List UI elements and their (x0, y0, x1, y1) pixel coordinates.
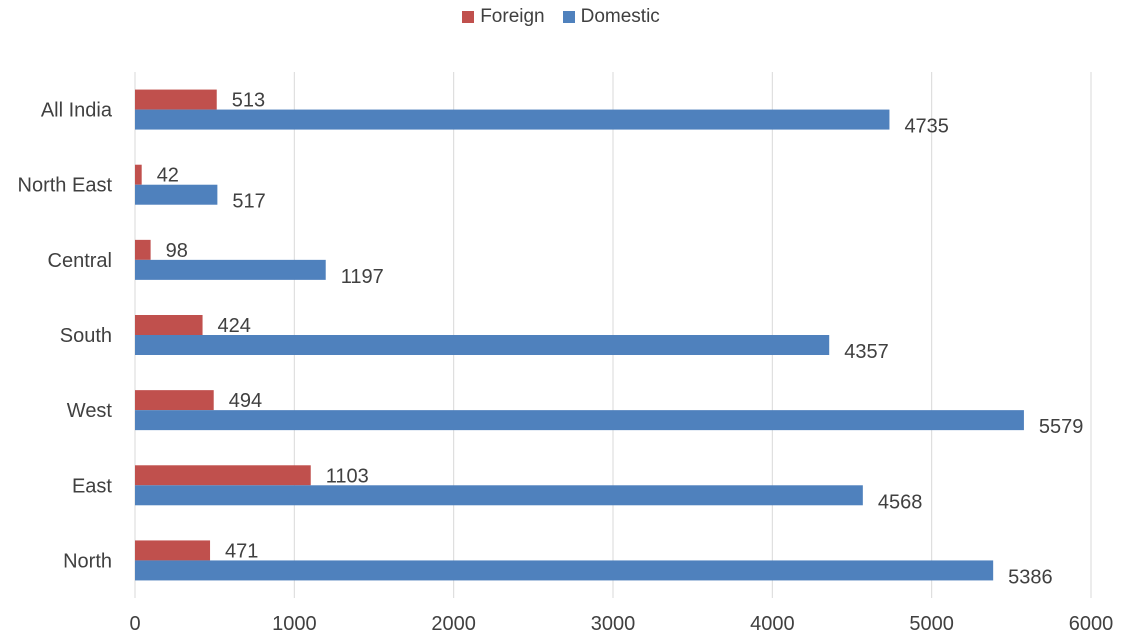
data-label-domestic: 517 (232, 191, 265, 213)
data-label-foreign: 513 (232, 90, 265, 112)
legend-label-domestic: Domestic (580, 6, 660, 27)
bar-foreign (135, 540, 211, 561)
legend-swatch-domestic (562, 11, 575, 23)
x-tick-label: 1000 (272, 613, 317, 635)
data-label-foreign: 424 (218, 315, 251, 337)
bar-domestic (135, 184, 218, 205)
legend-label-foreign: Foreign (480, 6, 545, 27)
bar-domestic (135, 335, 830, 355)
bar-foreign (135, 315, 203, 335)
data-label-foreign: 42 (157, 165, 179, 187)
category-label: East (72, 475, 112, 497)
category-label: Central (48, 250, 112, 272)
bar-domestic (135, 109, 890, 130)
data-label-domestic: 4735 (904, 116, 949, 138)
bar-foreign (135, 465, 311, 486)
bar-foreign (135, 164, 142, 185)
bars (135, 89, 1024, 581)
x-tick-label: 0 (129, 613, 140, 635)
bar-domestic (135, 485, 863, 506)
category-label: West (67, 400, 113, 422)
legend: Foreign Domestic (0, 6, 1122, 28)
category-label: North (63, 550, 112, 572)
data-label-foreign: 1103 (326, 465, 369, 487)
data-label-domestic: 1197 (341, 266, 384, 288)
x-tick-label: 6000 (1069, 613, 1114, 635)
x-tick-label: 2000 (431, 613, 476, 635)
x-tick-label: 5000 (909, 613, 954, 635)
data-label-domestic: 4357 (844, 341, 889, 363)
category-label: All India (41, 100, 113, 122)
bar-domestic (135, 410, 1024, 431)
x-tick-label: 4000 (750, 613, 795, 635)
category-label: North East (18, 175, 113, 197)
data-label-domestic: 5386 (1008, 566, 1053, 588)
data-label-foreign: 494 (229, 390, 262, 412)
legend-item-foreign: Foreign (462, 6, 545, 28)
category-labels: North East West South Central North East All I… (18, 100, 113, 573)
data-label-foreign: 98 (166, 240, 188, 262)
category-label: South (60, 325, 112, 347)
bar-foreign (135, 89, 217, 110)
bar-domestic (135, 259, 326, 280)
legend-item-domestic: Domestic (562, 6, 660, 28)
data-label-domestic: 5579 (1039, 416, 1084, 438)
x-tick-label: 3000 (591, 613, 636, 635)
legend-swatch-foreign (462, 11, 475, 23)
bar-foreign (135, 390, 214, 411)
data-labels: 471 5386 1103 4568 494 5579 424 4357 98 1197 42 517… (157, 90, 1084, 589)
bar-foreign (135, 239, 151, 260)
x-tick-labels: 0 1000 2000 3000 4000 5000 6000 (129, 613, 1113, 635)
data-label-domestic: 4568 (878, 491, 923, 513)
bar-domestic (135, 560, 994, 581)
data-label-foreign: 471 (225, 540, 258, 562)
